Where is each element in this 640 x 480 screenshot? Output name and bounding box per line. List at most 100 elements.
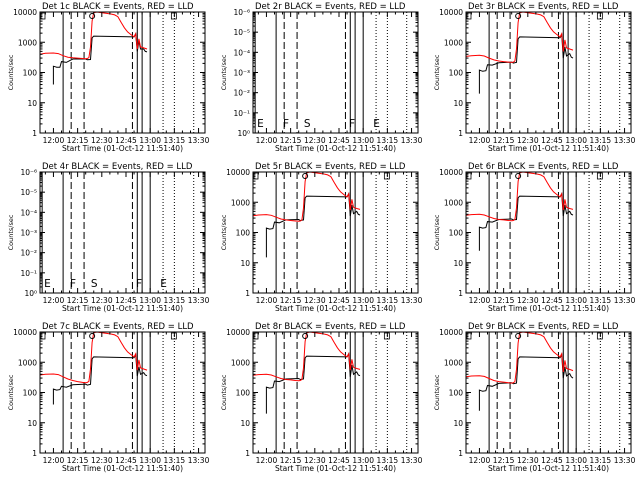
x-tick-label: 13:30: [401, 296, 423, 305]
interval-marker-f: F: [136, 278, 142, 290]
y-tick-label: 100: [449, 229, 464, 238]
x-tick-label: 12:15: [280, 136, 302, 145]
plot-area: [253, 332, 408, 453]
plot-area: [466, 332, 621, 453]
panel-4: Det 4r BLACK = Events, RED = LLD E F S F E 10⁰…: [7, 162, 210, 313]
y-tick-label: 10: [453, 99, 463, 108]
y-tick-label: 1000: [231, 358, 250, 367]
series-events: [478, 352, 574, 411]
y-tick-label: 1000: [18, 358, 37, 367]
x-tick-label: 12:30: [304, 136, 326, 145]
y-tick-label: 10000: [439, 168, 463, 177]
start-marker: [40, 12, 46, 20]
x-tick-label: 12:30: [517, 456, 539, 465]
x-tick-label: 12:15: [67, 456, 89, 465]
x-tick-label: 13:00: [352, 456, 374, 465]
y-tick-label: 1: [32, 129, 37, 138]
interval-marker-e: E: [44, 278, 51, 290]
y-tick-label: 10⁻³: [233, 69, 250, 78]
x-tick-label: 13:30: [401, 456, 423, 465]
x-tick-label: 13:15: [590, 296, 612, 305]
interval-marker-s: S: [91, 278, 98, 290]
y-tick-label: 10⁻²: [233, 89, 250, 98]
x-tick-label: 13:30: [188, 456, 210, 465]
peak-marker: [89, 13, 96, 19]
x-tick-label: 12:15: [493, 136, 515, 145]
peak-marker: [515, 13, 522, 19]
y-tick-label: 10000: [13, 328, 37, 337]
x-axis-label: Start Time (01-Oct-12 11:51:40): [62, 144, 183, 153]
plot-area: [254, 12, 408, 133]
plot-area: [40, 332, 195, 453]
x-tick-label: 13:00: [565, 136, 587, 145]
x-tick-label: 12:15: [280, 456, 302, 465]
y-tick-label: 10: [27, 99, 37, 108]
panel-7: Det 7c BLACK = Events, RED = LLD 1 10 100 10…: [7, 322, 210, 473]
y-axis-label: Counts/sec: [433, 54, 441, 90]
x-tick-label: 12:45: [328, 296, 350, 305]
y-tick-label: 10000: [226, 168, 250, 177]
x-tick-label: 13:00: [139, 456, 161, 465]
x-tick-label: 12:30: [517, 136, 539, 145]
x-tick-label: 13:15: [590, 456, 612, 465]
x-tick-label: 13:30: [188, 136, 210, 145]
x-tick-label: 12:45: [328, 136, 350, 145]
y-tick-label: 10⁻⁵: [20, 188, 37, 197]
interval-marker-s: S: [304, 118, 311, 130]
series-lld: [40, 12, 148, 60]
x-tick-label: 12:45: [541, 136, 563, 145]
series-events: [265, 351, 361, 414]
plot-frame: [465, 171, 632, 294]
panel-2: Det 2r BLACK = Events, RED = LLD E F S F E 10⁰…: [220, 2, 423, 153]
x-tick-label: 13:30: [401, 136, 423, 145]
panel-title: Det 1c BLACK = Events, RED = LLD: [42, 2, 194, 12]
y-tick-label: 10: [240, 259, 250, 268]
x-tick-label: 13:15: [377, 136, 399, 145]
x-tick-label: 12:30: [91, 296, 113, 305]
panel-5: Det 5r BLACK = Events, RED = LLD 1 10 100 10…: [220, 162, 423, 313]
x-axis-label: Start Time (01-Oct-12 11:51:40): [62, 464, 183, 473]
x-tick-label: 12:45: [541, 456, 563, 465]
x-tick-label: 12:00: [469, 136, 491, 145]
peak-marker: [515, 173, 522, 179]
peak-marker: [302, 173, 309, 179]
x-tick-label: 13:30: [614, 296, 636, 305]
interval-marker-e: E: [257, 118, 264, 130]
x-tick-label: 13:00: [352, 136, 374, 145]
plot-area: [253, 172, 408, 293]
x-tick-label: 13:00: [139, 296, 161, 305]
y-axis-label: Counts/sec: [7, 54, 15, 90]
x-tick-label: 12:15: [493, 296, 515, 305]
plot-area: [40, 12, 195, 133]
plot-frame: [39, 171, 206, 294]
x-tick-label: 13:00: [352, 296, 374, 305]
y-axis-label: Counts/sec: [220, 54, 228, 90]
series-events: [265, 191, 361, 258]
start-marker: [466, 332, 472, 340]
y-tick-label: 10000: [13, 8, 37, 17]
x-tick-label: 12:15: [67, 136, 89, 145]
x-tick-label: 13:15: [377, 456, 399, 465]
start-marker: [466, 172, 472, 180]
x-tick-label: 12:45: [115, 456, 137, 465]
x-tick-label: 12:15: [493, 456, 515, 465]
x-axis-label: Start Time (01-Oct-12 11:51:40): [62, 304, 183, 313]
plot-frame: [39, 11, 206, 134]
x-tick-label: 13:30: [188, 296, 210, 305]
y-axis-label: Counts/sec: [7, 374, 15, 410]
x-tick-label: 12:00: [43, 296, 65, 305]
y-tick-label: 100: [449, 69, 464, 78]
x-tick-label: 13:15: [164, 136, 186, 145]
y-tick-label: 10000: [439, 8, 463, 17]
y-axis-label: Counts/sec: [220, 214, 228, 250]
start-marker: [466, 12, 472, 20]
y-tick-label: 1: [458, 449, 463, 458]
x-axis-label: Start Time (01-Oct-12 11:51:40): [488, 304, 609, 313]
x-tick-label: 12:30: [304, 296, 326, 305]
x-tick-label: 13:00: [565, 296, 587, 305]
interval-marker-f: F: [70, 278, 76, 290]
x-tick-label: 13:15: [164, 456, 186, 465]
plot-frame: [252, 171, 419, 294]
interval-marker-f: F: [283, 118, 289, 130]
